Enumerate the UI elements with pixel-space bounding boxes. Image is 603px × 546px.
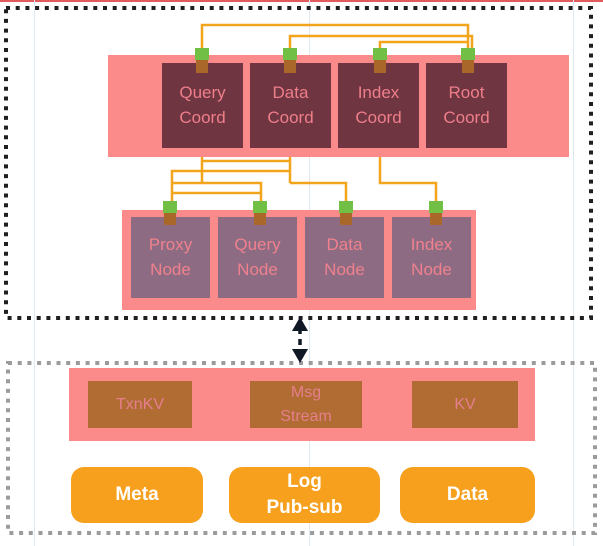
green-connector-square-icon	[373, 48, 387, 60]
green-connector-square-icon	[195, 48, 209, 60]
log-pubsub-storage-label: Log Pub-sub	[266, 471, 343, 518]
data-coord-label: Data Coord	[267, 82, 314, 127]
index-node-box: Index Node	[392, 217, 471, 298]
root-coord-box: Root Coord	[426, 63, 507, 148]
coordinator-wires	[200, 23, 474, 48]
wire-indexcoord-rootcoord	[378, 40, 468, 48]
coordinator-node-wires	[170, 157, 438, 201]
green-connector-square-icon	[339, 201, 353, 213]
data-node-label: Data Node	[324, 234, 365, 279]
proxy-node-label: Proxy Node	[148, 234, 193, 279]
index-node-label: Index Node	[410, 234, 453, 279]
wire-to-proxy-node	[170, 169, 290, 201]
green-connector-square-icon	[163, 201, 177, 213]
index-coord-label: Index Coord	[355, 82, 402, 127]
stem-root-coord	[462, 58, 474, 73]
query-coord-label: Query Coord	[179, 82, 226, 127]
msg-stream-label: Msg Stream	[280, 384, 332, 425]
wire-datacoord-rootcoord	[288, 34, 474, 48]
meta-storage-label: Meta	[115, 484, 159, 506]
query-coord-box: Query Coord	[162, 63, 243, 148]
query-node-label: Query Node	[234, 234, 281, 279]
data-storage-label: Data	[446, 484, 489, 506]
green-connector-square-icon	[253, 201, 267, 213]
column-guide-left	[34, 0, 35, 546]
root-coord-label: Root Coord	[443, 82, 490, 127]
log-pubsub-storage-box: Log Pub-sub	[229, 467, 380, 523]
stem-data-node	[340, 210, 352, 225]
green-connector-square-icon	[429, 201, 443, 213]
stem-data-coord	[284, 58, 296, 73]
data-coord-box: Data Coord	[250, 63, 331, 148]
wire-to-query-node	[172, 181, 263, 201]
wire-querycoord-rootcoord	[200, 23, 470, 48]
wire-to-data-node	[290, 181, 348, 201]
data-storage-box: Data	[400, 467, 535, 523]
kv-box: KV	[412, 381, 518, 428]
stem-query-node	[254, 210, 266, 225]
txnkv-box: TxnKV	[88, 381, 192, 428]
index-coord-box: Index Coord	[338, 63, 419, 148]
section-link-arrow-icon	[292, 317, 308, 363]
column-guide-right	[573, 0, 574, 546]
slide-top-rule	[0, 0, 603, 2]
stem-index-node	[430, 210, 442, 225]
stem-query-coord	[196, 58, 208, 73]
green-connector-square-icon	[461, 48, 475, 60]
txnkv-label: TxnKV	[115, 395, 164, 413]
stem-index-coord	[374, 58, 386, 73]
meta-storage-box: Meta	[71, 467, 203, 523]
proxy-node-box: Proxy Node	[131, 217, 210, 298]
stem-proxy-node	[164, 210, 176, 225]
msg-stream-box: Msg Stream	[250, 381, 362, 428]
kv-label: KV	[454, 395, 476, 413]
wire-to-index-node	[378, 157, 438, 201]
green-connector-square-icon	[283, 48, 297, 60]
data-node-box: Data Node	[305, 217, 384, 298]
query-node-box: Query Node	[218, 217, 297, 298]
